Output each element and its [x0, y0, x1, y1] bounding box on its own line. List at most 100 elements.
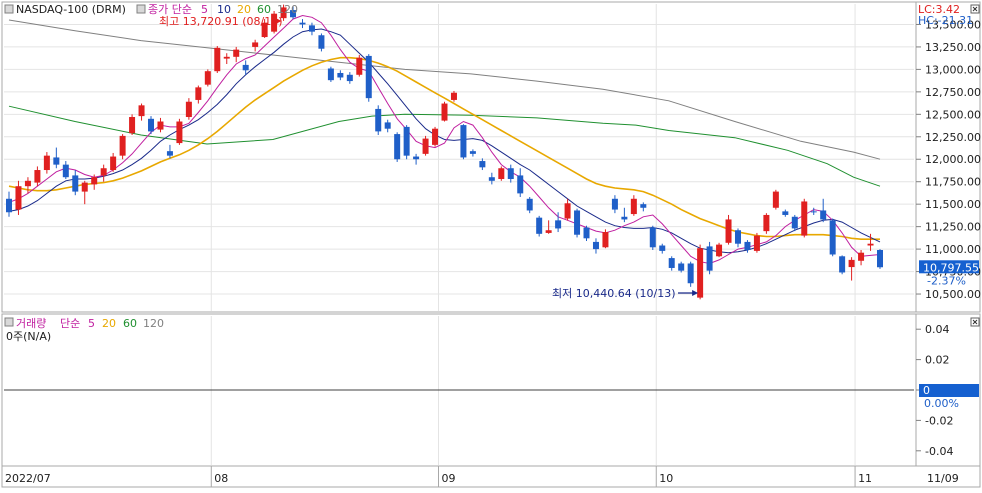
panel-menu-icon[interactable] [4, 4, 14, 14]
volume-tick-label: -0.04 [925, 445, 953, 458]
candle-body [753, 235, 760, 251]
last-price-value: 10,797.55 [923, 261, 979, 274]
candle-body [157, 121, 164, 130]
candle-body [43, 155, 50, 171]
candle [858, 250, 865, 266]
volume-menu-icon[interactable] [4, 317, 14, 327]
candle [15, 180, 22, 215]
time-tick-label: 2022/07 [5, 472, 51, 485]
candle [839, 255, 846, 275]
candle-body [280, 7, 287, 19]
legend-ma120: 120 [277, 3, 298, 16]
candlestick-series [6, 4, 883, 300]
high-annotation: 최고 13,720.91 (08/16) [159, 15, 283, 28]
candle-body [422, 138, 429, 154]
candle-body [308, 25, 315, 32]
hc-label: HC:-21.31 [918, 14, 973, 27]
collapse-icon[interactable] [970, 4, 980, 14]
candle-body [507, 168, 514, 180]
volume-legend-ma60: 60 [123, 317, 137, 330]
ma60-line [8, 105, 881, 187]
ma20-line [8, 56, 880, 240]
volume-tick-label: 0.02 [925, 354, 950, 367]
candle-body [34, 170, 41, 183]
volume-legend-prefix: 단순 [60, 317, 80, 330]
candle [223, 53, 230, 64]
candle-body [460, 125, 467, 158]
candle-body [801, 201, 808, 236]
candle-body [867, 243, 874, 246]
candle-body [602, 232, 609, 248]
candle-body [233, 49, 240, 57]
low-arrow-head [692, 290, 699, 296]
candle [214, 46, 221, 73]
candle-body [611, 198, 618, 210]
candle [53, 147, 60, 169]
candle [252, 39, 259, 52]
candle [195, 85, 202, 104]
candle [772, 189, 779, 210]
candle [640, 202, 647, 212]
candle [621, 207, 628, 223]
candle-body [848, 259, 855, 268]
candle [356, 55, 363, 77]
candle-body [119, 135, 126, 156]
candle [716, 242, 723, 258]
volume-title: 거래량 [16, 317, 46, 330]
candle [763, 213, 770, 234]
candle [829, 218, 836, 257]
price-tick-label: 11,000.00 [925, 243, 981, 256]
candle-body [536, 217, 543, 234]
candle [517, 168, 524, 197]
candle-body [469, 151, 476, 154]
price-tick-label: 13,000.00 [925, 63, 981, 76]
candle-body [290, 10, 297, 18]
candle [488, 172, 495, 185]
candle-body [204, 71, 211, 85]
time-tick-label: 08 [214, 472, 228, 485]
candle [422, 135, 429, 156]
candle-body [271, 13, 278, 32]
candle [375, 105, 382, 135]
legend-menu-icon[interactable] [136, 4, 146, 14]
legend-ma5: 5 [201, 3, 208, 16]
candle-body [91, 177, 98, 185]
candle-body [129, 117, 136, 134]
lc-label: LC:3.42 [918, 3, 960, 16]
candle-body [574, 210, 581, 235]
candle [6, 191, 12, 217]
price-plot-area[interactable] [1, 1, 917, 313]
candle-body [138, 105, 145, 117]
price-tick-label: 13,500.00 [925, 18, 981, 31]
candle-body [839, 256, 846, 273]
high-arrow-head [275, 18, 282, 24]
candle [498, 166, 505, 181]
candle [365, 54, 372, 102]
volume-collapse-icon[interactable] [970, 317, 980, 327]
last-price-change: -2.37% [927, 274, 966, 287]
candle [555, 212, 562, 233]
volume-current-value: 0 [923, 384, 930, 397]
candle-body [479, 161, 486, 168]
volume-legend-ma120: 120 [143, 317, 164, 330]
candle-body [498, 168, 505, 180]
candle-body [782, 211, 789, 215]
candle-body [791, 216, 798, 229]
candle [668, 256, 675, 271]
time-tick-label-last: 11/09 [927, 472, 959, 485]
candle-body [185, 101, 192, 118]
price-tick-label: 13,250.00 [925, 41, 981, 54]
candle [536, 215, 543, 237]
candle-body [555, 220, 562, 229]
candle [659, 243, 666, 254]
candle [697, 244, 704, 300]
legend-prefix: 종가 단순 [148, 3, 192, 16]
candle [630, 195, 637, 216]
last-price-badge [919, 260, 979, 274]
candle [801, 198, 808, 238]
candle-body [640, 204, 647, 208]
candle [346, 72, 353, 84]
ma10-line [8, 28, 881, 254]
candle [867, 233, 874, 251]
